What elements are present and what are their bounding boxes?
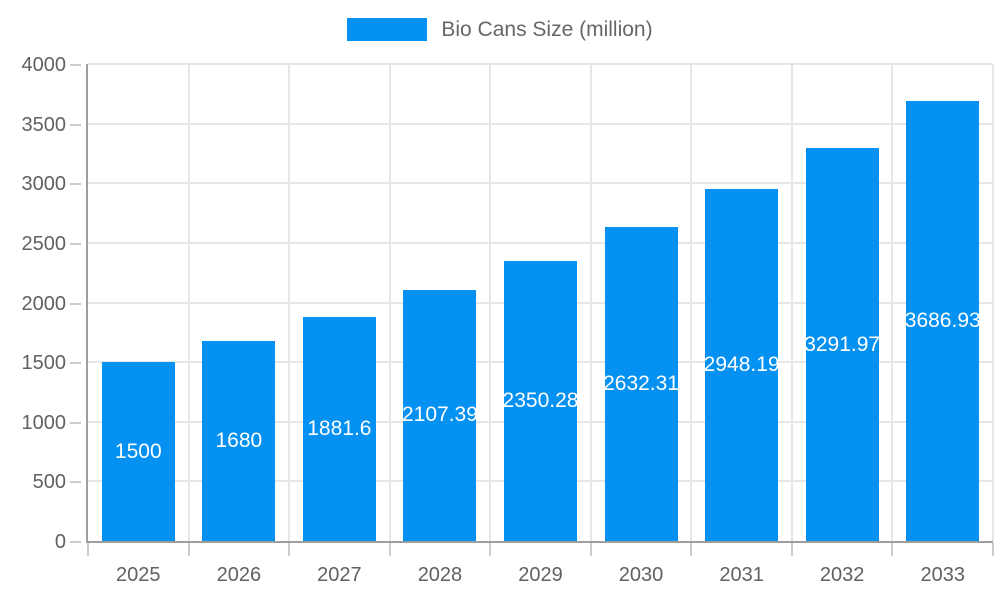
bar[interactable]: 2350.28 [504,260,577,541]
y-axis-tick-label: 3000 [21,173,67,196]
x-axis-tick [87,543,89,556]
bar[interactable]: 1881.6 [302,316,376,541]
y-axis-tick-label: 1000 [21,411,67,434]
x-axis-line [86,541,993,543]
x-gridline [790,64,793,541]
x-axis-tick-label: 2026 [216,564,262,586]
x-axis-tick-label: 2033 [920,564,965,586]
bar[interactable]: 2632.31 [604,227,678,541]
y-axis-tick [70,64,81,66]
y-axis-tick-label: 500 [32,471,66,494]
bar-value-label: 2948.19 [705,353,779,377]
bar-value-label: 3291.97 [805,332,879,356]
x-axis-tick-label: 2032 [819,564,865,586]
x-gridline [690,64,693,541]
bar-value-label: 2350.28 [504,388,577,412]
x-axis-tick [187,543,190,556]
x-axis-tick [489,543,492,556]
y-axis-tick-label: 0 [54,531,66,553]
bar[interactable]: 3291.97 [805,148,879,541]
y-axis-tick-label: 3500 [21,113,67,136]
x-axis-tick [790,543,793,556]
bar[interactable]: 3686.93 [906,101,980,541]
x-axis-tick-label: 2028 [417,564,463,586]
y-gridline [88,241,993,244]
y-axis-tick [70,242,81,245]
y-axis-tick [70,541,81,543]
y-axis-tick [70,183,81,186]
y-axis-tick [70,362,81,365]
bar-value-label: 1680 [215,428,263,452]
x-gridline [992,64,994,541]
y-gridline [88,122,993,125]
bar[interactable]: 1680 [202,340,276,541]
y-axis-tick-label: 2000 [21,292,67,315]
y-axis-tick [70,421,81,424]
x-gridline [288,64,291,541]
x-axis-tick-label: 2031 [719,564,764,586]
x-axis-tick [388,543,391,556]
x-axis-tick-label: 2027 [317,564,362,586]
y-axis-tick-label: 4000 [21,54,67,76]
x-axis-tick-label: 2029 [518,564,563,586]
legend-swatch-icon [347,18,428,41]
bar-value-label: 1500 [114,439,162,463]
legend-label: Bio Cans Size (million) [441,18,653,41]
bar-value-label: 2632.31 [604,372,678,396]
y-axis-tick [70,481,81,484]
y-axis-tick [70,123,81,126]
x-gridline [187,64,190,541]
y-axis-tick [70,302,81,305]
x-gridline [388,64,391,541]
bar-value-label: 1881.6 [307,416,372,440]
bar-value-label: 3686.93 [906,309,980,333]
x-axis-tick [891,543,894,556]
y-gridline [88,63,993,65]
bar[interactable]: 1500 [101,362,175,541]
y-gridline [88,182,993,185]
chart-legend[interactable]: Bio Cans Size (million) [0,18,1000,41]
y-axis-tick-label: 1500 [21,352,67,375]
bar[interactable]: 2107.39 [403,289,477,541]
y-axis-tick-label: 2500 [21,232,67,255]
x-gridline [589,64,592,541]
x-gridline [891,64,894,541]
bar-value-label: 2107.39 [403,403,477,427]
x-axis-tick [589,543,592,556]
x-axis-tick-label: 2025 [116,564,161,586]
x-gridline [489,64,492,541]
x-axis-tick [288,543,291,556]
x-axis-tick-label: 2030 [618,564,664,586]
bar[interactable]: 2948.19 [705,189,779,541]
y-axis-line [86,64,88,543]
x-axis-tick [690,543,693,556]
x-axis-tick [992,543,994,556]
